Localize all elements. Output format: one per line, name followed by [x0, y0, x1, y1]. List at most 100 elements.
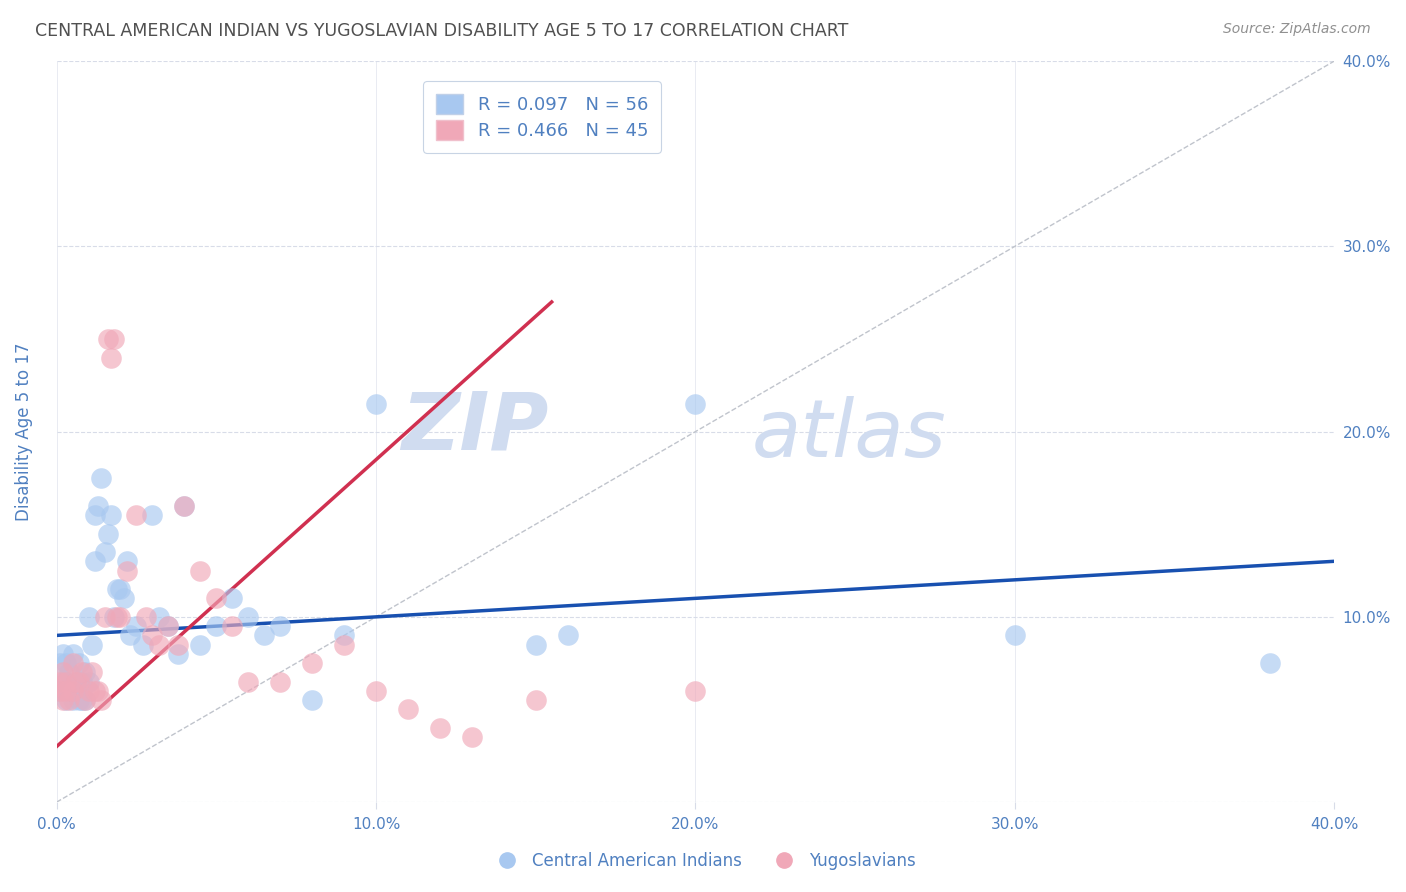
- Point: [205, 619, 228, 633]
- Point: [70, 693, 93, 707]
- Point: [238, 674, 260, 689]
- Point: [49, 684, 72, 698]
- Point: [58, 684, 80, 698]
- Point: [65, 674, 87, 689]
- Point: [67, 693, 90, 707]
- Point: [221, 591, 243, 606]
- Point: [90, 693, 112, 707]
- Point: [188, 564, 211, 578]
- Point: [173, 499, 195, 513]
- Point: [62, 647, 84, 661]
- Point: [80, 638, 103, 652]
- Text: Source: ZipAtlas.com: Source: ZipAtlas.com: [1223, 22, 1371, 37]
- Point: [110, 582, 132, 596]
- Point: [167, 647, 190, 661]
- Point: [58, 693, 80, 707]
- Point: [685, 397, 707, 411]
- Legend: R = 0.097   N = 56, R = 0.466   N = 45: R = 0.097 N = 56, R = 0.466 N = 45: [423, 81, 661, 153]
- Point: [93, 610, 115, 624]
- Point: [110, 610, 132, 624]
- Point: [253, 628, 276, 642]
- Point: [93, 545, 115, 559]
- Point: [132, 638, 155, 652]
- Point: [112, 591, 135, 606]
- Point: [1258, 656, 1281, 670]
- Point: [1004, 628, 1026, 642]
- Point: [67, 674, 90, 689]
- Point: [84, 508, 107, 522]
- Point: [100, 508, 122, 522]
- Point: [103, 332, 125, 346]
- Point: [55, 674, 77, 689]
- Point: [103, 610, 125, 624]
- Point: [301, 656, 323, 670]
- Point: [105, 610, 128, 624]
- Text: CENTRAL AMERICAN INDIAN VS YUGOSLAVIAN DISABILITY AGE 5 TO 17 CORRELATION CHART: CENTRAL AMERICAN INDIAN VS YUGOSLAVIAN D…: [35, 22, 849, 40]
- Point: [97, 526, 120, 541]
- Point: [333, 628, 356, 642]
- Point: [77, 610, 100, 624]
- Y-axis label: Disability Age 5 to 17: Disability Age 5 to 17: [15, 343, 32, 521]
- Point: [84, 684, 107, 698]
- Point: [221, 619, 243, 633]
- Point: [75, 693, 97, 707]
- Point: [269, 674, 291, 689]
- Point: [62, 684, 84, 698]
- Point: [167, 638, 190, 652]
- Point: [173, 499, 195, 513]
- Point: [269, 619, 291, 633]
- Point: [80, 665, 103, 680]
- Point: [524, 693, 547, 707]
- Point: [65, 674, 87, 689]
- Point: [333, 638, 356, 652]
- Point: [52, 693, 75, 707]
- Point: [115, 564, 138, 578]
- Point: [364, 397, 387, 411]
- Point: [49, 656, 72, 670]
- Legend: Central American Indians, Yugoslavians: Central American Indians, Yugoslavians: [484, 846, 922, 877]
- Point: [55, 656, 77, 670]
- Point: [148, 638, 170, 652]
- Point: [55, 684, 77, 698]
- Point: [364, 684, 387, 698]
- Point: [125, 619, 148, 633]
- Point: [685, 684, 707, 698]
- Point: [141, 628, 163, 642]
- Point: [141, 508, 163, 522]
- Point: [205, 591, 228, 606]
- Point: [75, 665, 97, 680]
- Point: [52, 665, 75, 680]
- Point: [524, 638, 547, 652]
- Point: [77, 684, 100, 698]
- Point: [120, 628, 142, 642]
- Point: [62, 684, 84, 698]
- Point: [87, 499, 110, 513]
- Point: [396, 702, 419, 716]
- Point: [135, 610, 157, 624]
- Point: [100, 351, 122, 365]
- Point: [157, 619, 180, 633]
- Point: [125, 508, 148, 522]
- Point: [52, 674, 75, 689]
- Point: [157, 619, 180, 633]
- Point: [58, 665, 80, 680]
- Point: [62, 693, 84, 707]
- Point: [62, 656, 84, 670]
- Point: [148, 610, 170, 624]
- Point: [87, 684, 110, 698]
- Point: [70, 665, 93, 680]
- Text: atlas: atlas: [751, 396, 946, 475]
- Point: [557, 628, 579, 642]
- Point: [461, 731, 484, 745]
- Point: [115, 554, 138, 568]
- Point: [429, 721, 451, 735]
- Point: [49, 684, 72, 698]
- Point: [301, 693, 323, 707]
- Text: ZIP: ZIP: [401, 389, 548, 467]
- Point: [188, 638, 211, 652]
- Point: [90, 471, 112, 485]
- Point: [67, 656, 90, 670]
- Point: [52, 647, 75, 661]
- Point: [84, 554, 107, 568]
- Point: [70, 674, 93, 689]
